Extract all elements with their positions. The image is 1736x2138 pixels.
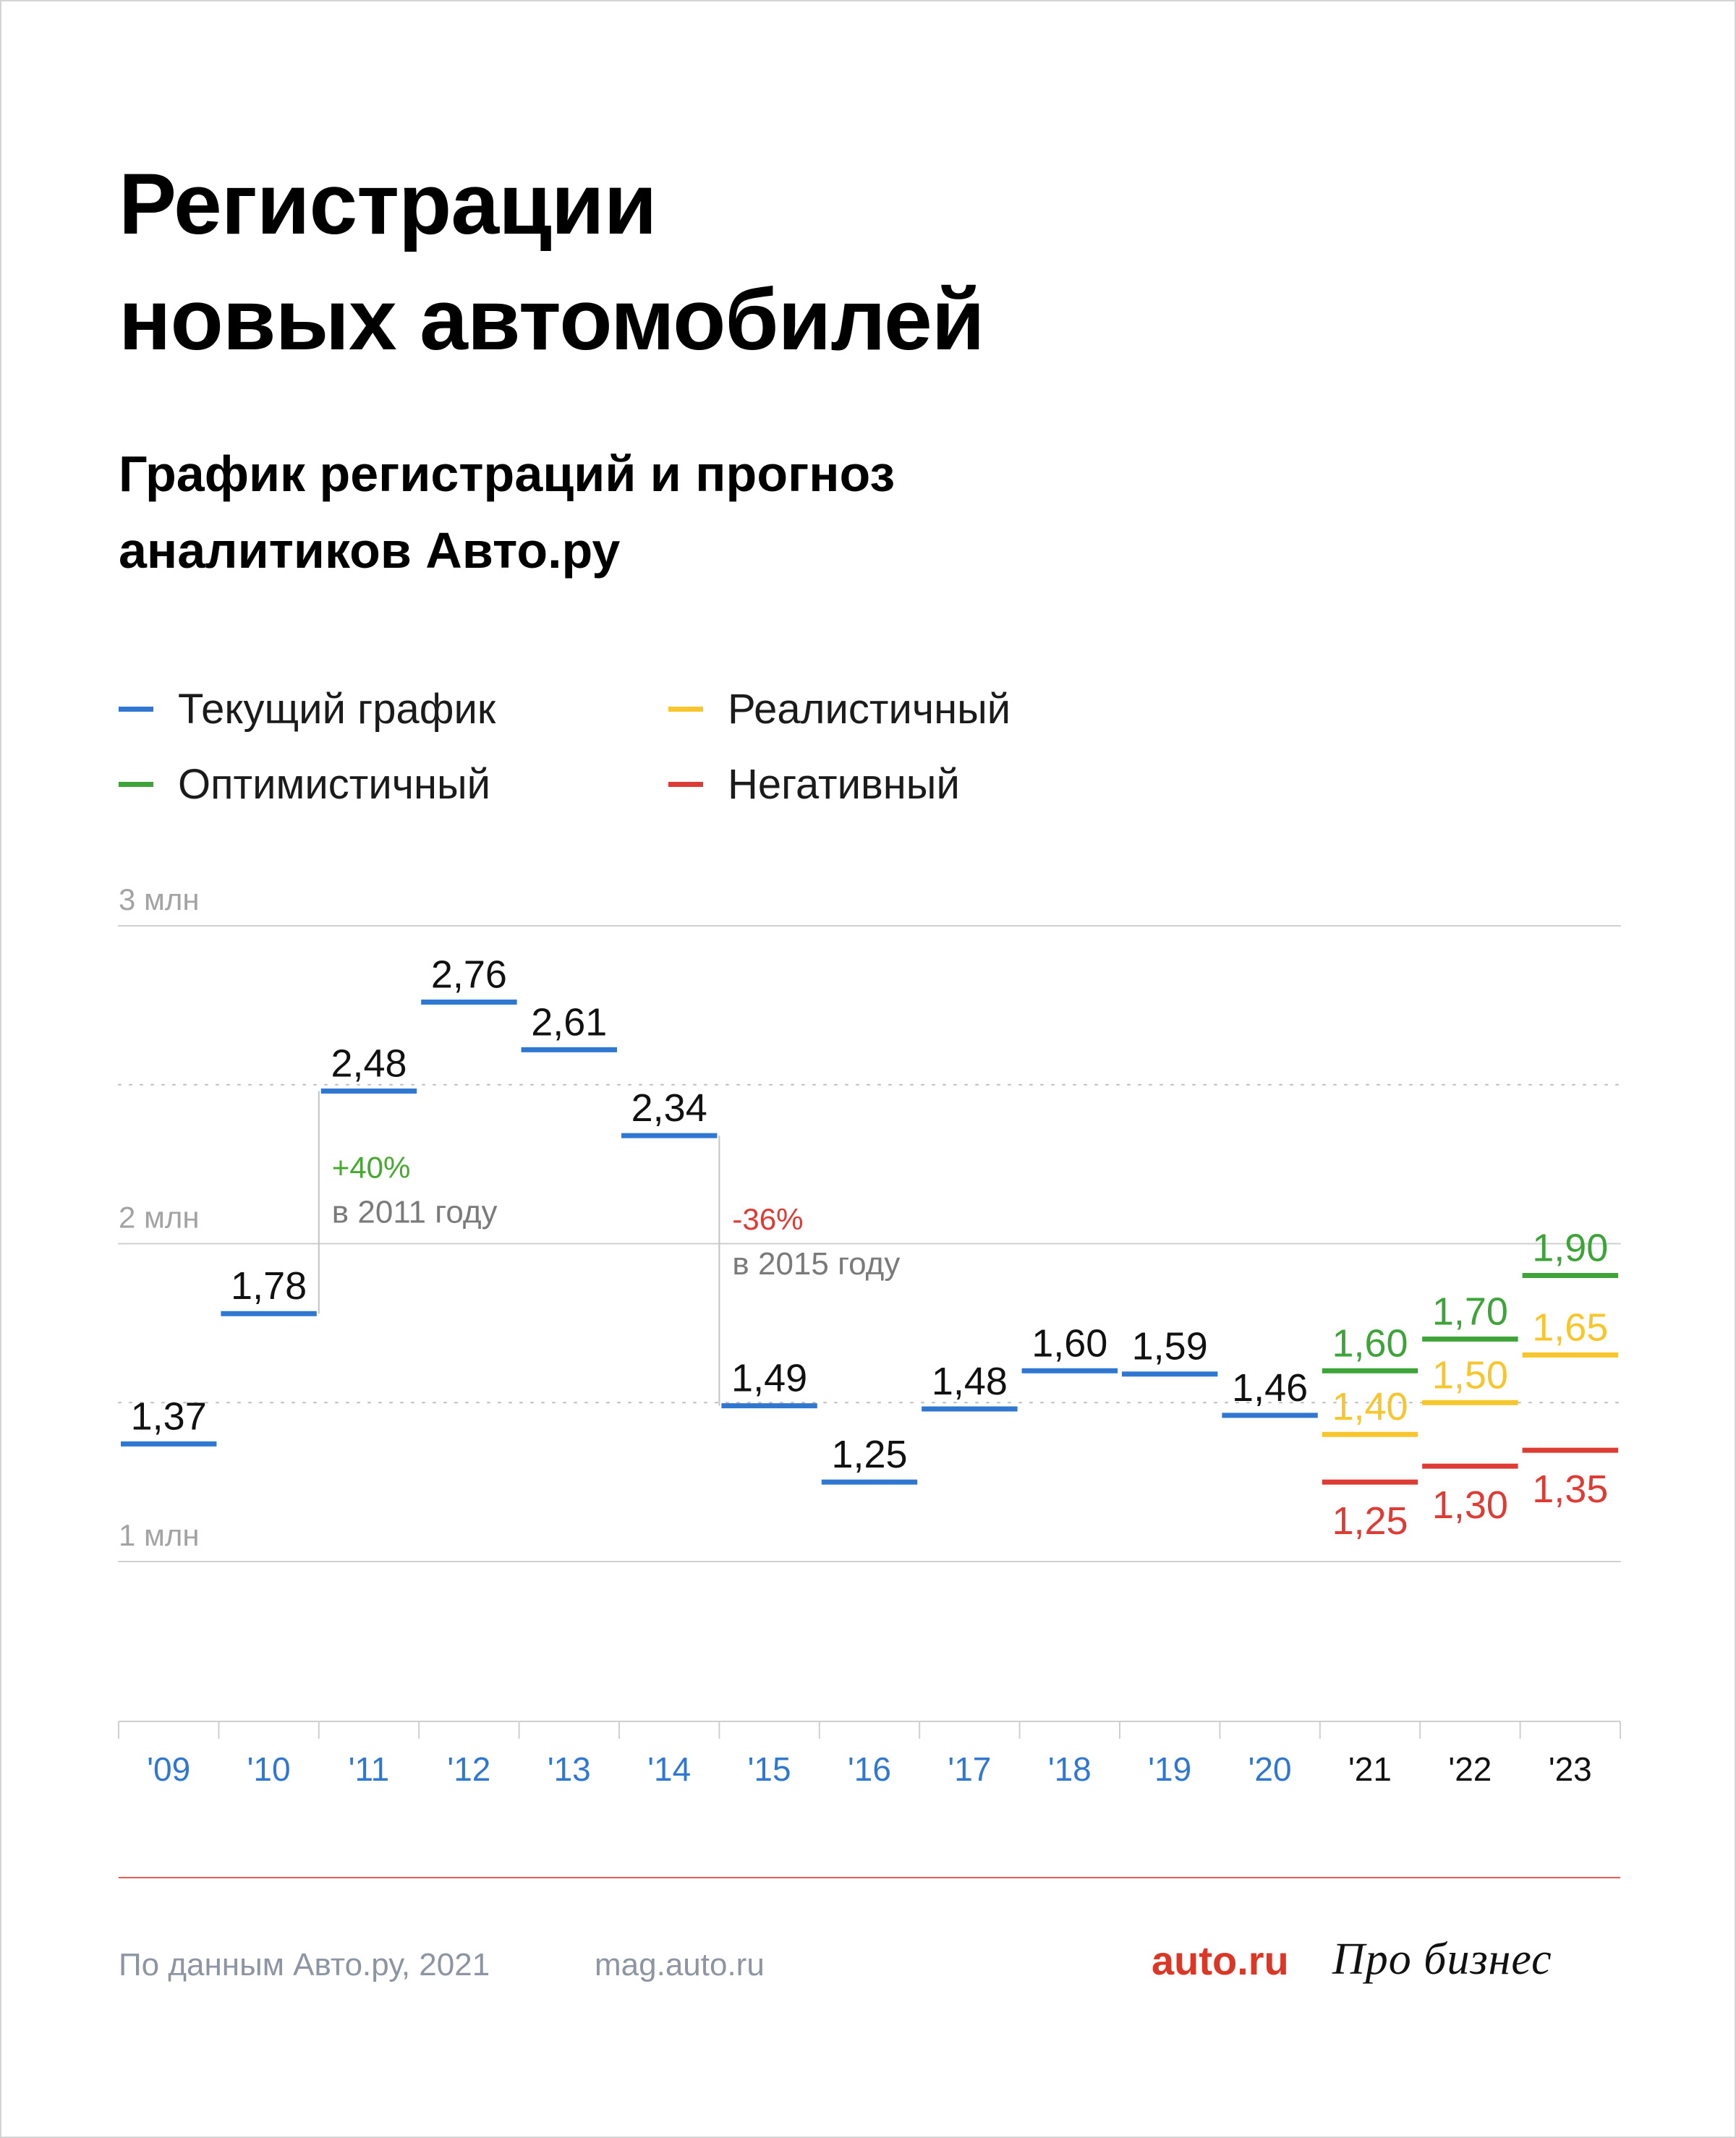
data-label: 1,60: [1031, 1321, 1107, 1365]
annotation-caption: в 2015 году: [732, 1246, 900, 1282]
x-tick-label: '11: [349, 1750, 390, 1788]
y-tick-label: 2 млн: [119, 1201, 200, 1235]
legend-item-current: Текущий график: [119, 685, 496, 733]
x-tick-label: '20: [1248, 1750, 1292, 1788]
legend-label-current: Текущий график: [178, 685, 496, 733]
data-label: 2,34: [631, 1086, 707, 1130]
page-title: Регистрации новых автомобилей: [119, 146, 984, 378]
x-tick-label: '12: [447, 1750, 490, 1788]
legend-label-optimistic: Оптимистичный: [178, 760, 491, 808]
x-tick-label: '17: [948, 1750, 991, 1788]
data-label: 1,25: [831, 1433, 907, 1476]
x-tick-label: '22: [1448, 1750, 1492, 1788]
data-label: 2,76: [431, 953, 507, 996]
data-label: 1,90: [1532, 1226, 1608, 1269]
x-tick-label: '16: [848, 1750, 891, 1788]
legend-label-negative: Негативный: [728, 760, 960, 808]
y-tick-label: 3 млн: [119, 882, 200, 916]
annotation-caption: в 2011 году: [332, 1195, 498, 1230]
x-tick-label: '23: [1549, 1750, 1592, 1788]
data-label: 1,48: [932, 1360, 1008, 1403]
data-label: 2,61: [531, 1000, 607, 1044]
data-label: 1,37: [131, 1394, 207, 1438]
title-line-2: новых автомобилей: [119, 271, 984, 368]
legend-swatch-optimistic: [119, 781, 153, 787]
data-label: 1,35: [1532, 1468, 1608, 1511]
title-line-1: Регистрации: [119, 156, 657, 252]
data-label: 1,70: [1432, 1290, 1508, 1333]
data-label: 2,48: [331, 1042, 407, 1086]
x-tick-label: '21: [1348, 1750, 1392, 1788]
data-label: 1,65: [1532, 1306, 1608, 1349]
pro-biznes-logo: Про бизнес: [1332, 1935, 1552, 1984]
x-tick-label: '09: [147, 1750, 190, 1788]
x-tick-label: '15: [748, 1750, 791, 1788]
legend-item-realistic: Реалистичный: [668, 685, 1011, 733]
footer-site: mag.auto.ru: [595, 1947, 765, 1982]
data-label: 1,40: [1332, 1385, 1408, 1428]
page-subtitle: График регистраций и прогноз аналитиков …: [119, 435, 895, 589]
auto-ru-logo: auto.ru: [1152, 1938, 1289, 1983]
legend-swatch-realistic: [668, 706, 703, 712]
x-tick-label: '18: [1048, 1750, 1092, 1788]
x-tick-label: '10: [247, 1750, 291, 1788]
data-label: 1,49: [731, 1357, 807, 1400]
registrations-chart: 3 млн 2 млн 1 млн '09 '10 '11 '12 '13 '14 '15 '16 '…: [118, 882, 1621, 1788]
annotation-percent: -36%: [732, 1202, 803, 1236]
data-label: 1,50: [1432, 1353, 1508, 1397]
legend-label-realistic: Реалистичный: [728, 685, 1011, 733]
data-label: 1,60: [1332, 1321, 1408, 1365]
subtitle-line-2: аналитиков Авто.ру: [119, 522, 621, 579]
data-label: 1,25: [1332, 1499, 1408, 1543]
legend-swatch-current: [119, 706, 153, 712]
annotation-percent: +40%: [332, 1151, 411, 1185]
data-label: 1,30: [1432, 1483, 1508, 1527]
data-label: 1,59: [1132, 1325, 1208, 1368]
data-label: 1,46: [1232, 1366, 1308, 1410]
x-tick-label: '13: [548, 1750, 591, 1788]
legend-swatch-negative: [668, 781, 703, 787]
legend-item-negative: Негативный: [668, 760, 960, 808]
data-label: 1,78: [231, 1264, 307, 1308]
x-tick-label: '14: [647, 1750, 691, 1788]
footer-source: По данным Авто.ру, 2021: [119, 1947, 490, 1982]
subtitle-line-1: График регистраций и прогноз: [119, 446, 895, 502]
x-tick-label: '19: [1148, 1750, 1191, 1788]
legend-item-optimistic: Оптимистичный: [119, 760, 491, 808]
y-tick-label: 1 млн: [119, 1518, 200, 1552]
footer-divider: [119, 1877, 1620, 1878]
